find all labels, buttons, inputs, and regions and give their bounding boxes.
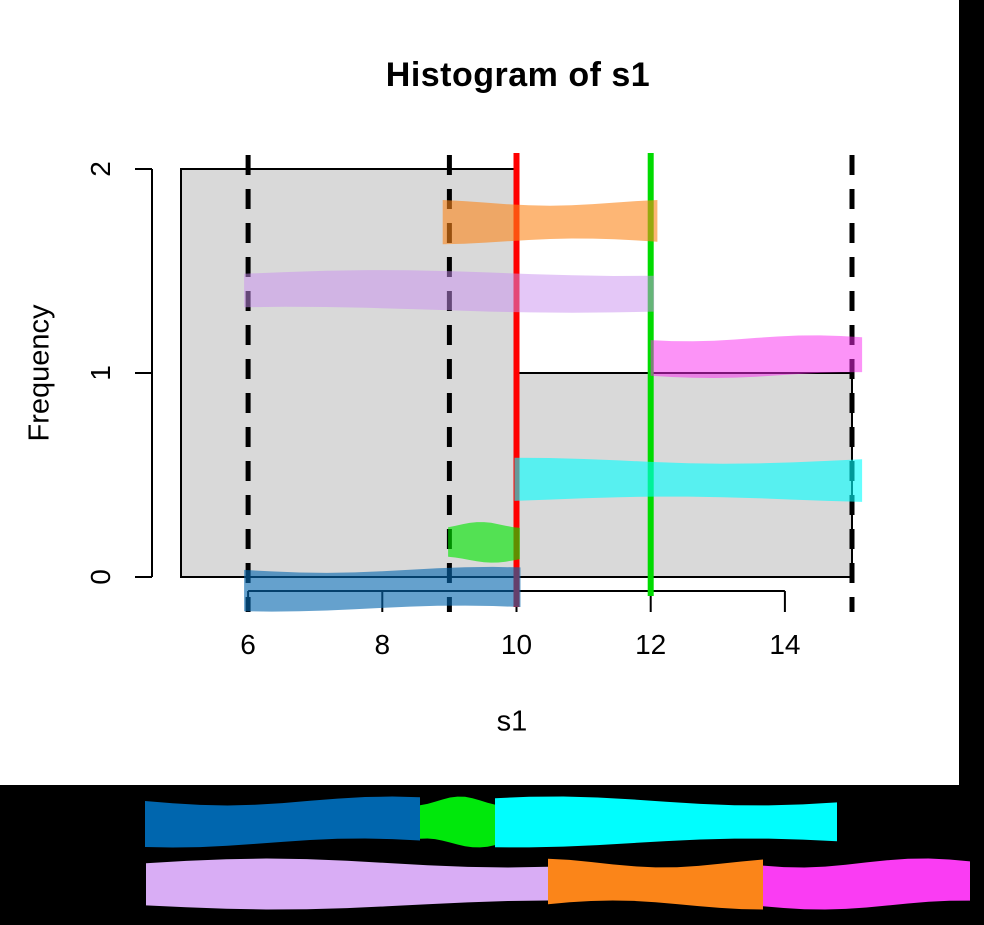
lavender-segment [146, 858, 548, 910]
x-tick-label-10: 10 [500, 629, 533, 660]
magenta-band [650, 335, 863, 378]
orange-band [442, 200, 658, 245]
strips-canvas [145, 796, 970, 910]
annotation-strips [0, 785, 984, 925]
y-tick-label-0: 0 [85, 569, 116, 585]
x-tick-label-14: 14 [769, 629, 801, 660]
plot-title: Histogram of s1 [385, 56, 651, 94]
green-band [448, 522, 520, 563]
blue-band [244, 566, 521, 612]
x-tick-label-6: 6 [240, 629, 256, 660]
x-tick-label-8: 8 [374, 629, 391, 660]
orange-segment [548, 858, 763, 910]
r-histogram-plot: Histogram of s1 Frequency s1 6 8 10 12 1… [0, 0, 959, 785]
y-tick-label-1: 1 [85, 365, 116, 381]
x-tick-label-12: 12 [635, 629, 667, 660]
blue-segment [145, 796, 420, 848]
magenta-segment [763, 858, 970, 910]
plot-canvas [135, 153, 863, 612]
green-segment [420, 796, 495, 848]
cyan-segment [495, 796, 837, 848]
lavender-band [244, 270, 655, 313]
y-tick-label-2: 2 [85, 161, 116, 177]
cyan-band [514, 457, 863, 502]
x-axis-label: s1 [496, 705, 528, 738]
y-axis-label: Frequency [23, 304, 56, 442]
